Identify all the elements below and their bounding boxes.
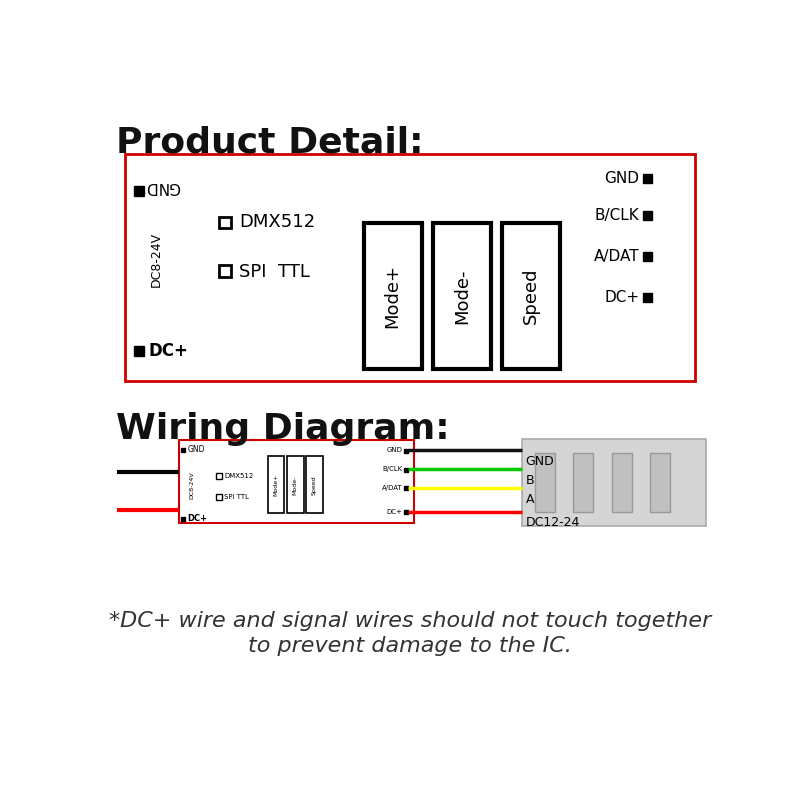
Bar — [125, 154, 695, 381]
Text: Speed: Speed — [522, 268, 540, 325]
Bar — [642, 251, 652, 261]
Text: DC+: DC+ — [187, 514, 207, 523]
Text: Mode-: Mode- — [293, 475, 298, 494]
Bar — [219, 217, 230, 229]
Bar — [182, 448, 185, 452]
Text: DMX512: DMX512 — [225, 473, 254, 478]
Text: B: B — [526, 474, 534, 487]
Bar — [612, 454, 632, 512]
Bar — [404, 468, 408, 472]
Bar — [287, 455, 304, 514]
Text: to prevent damage to the IC.: to prevent damage to the IC. — [248, 636, 572, 656]
Bar — [267, 455, 285, 514]
Text: GND: GND — [526, 455, 554, 468]
Bar — [216, 494, 222, 500]
Text: SPI  TTL: SPI TTL — [239, 262, 310, 281]
Text: GND: GND — [187, 445, 205, 454]
Text: GND: GND — [386, 447, 402, 453]
Bar — [642, 174, 652, 183]
Text: B/CLK: B/CLK — [382, 466, 402, 473]
Bar — [650, 454, 670, 512]
Bar — [642, 210, 652, 220]
Bar — [182, 517, 185, 521]
Text: DC+: DC+ — [148, 342, 188, 360]
Bar — [134, 186, 144, 196]
Text: A: A — [526, 493, 534, 506]
Text: Wiring Diagram:: Wiring Diagram: — [116, 412, 450, 446]
Bar — [502, 223, 560, 370]
Text: DMX512: DMX512 — [239, 214, 315, 231]
Text: Speed: Speed — [312, 475, 317, 494]
Text: Mode+: Mode+ — [274, 474, 278, 496]
Bar — [433, 223, 491, 370]
Bar — [642, 293, 652, 302]
Text: *DC+ wire and signal wires should not touch together: *DC+ wire and signal wires should not to… — [109, 611, 711, 631]
Text: A/DAT: A/DAT — [382, 485, 402, 491]
Bar — [404, 486, 408, 490]
Bar — [306, 455, 323, 514]
Bar — [216, 473, 222, 478]
Bar — [522, 439, 706, 526]
Bar — [404, 510, 408, 514]
Text: GND: GND — [145, 178, 180, 194]
Text: DC12-24: DC12-24 — [526, 517, 580, 530]
Bar — [404, 449, 408, 453]
Bar — [134, 346, 144, 356]
Bar — [179, 440, 414, 523]
Text: SPI TTL: SPI TTL — [225, 494, 250, 500]
Text: Mode+: Mode+ — [384, 264, 402, 328]
Text: B/CLK: B/CLK — [594, 208, 639, 223]
Text: Product Detail:: Product Detail: — [116, 126, 423, 159]
Text: DC8-24V: DC8-24V — [190, 471, 194, 498]
Text: A/DAT: A/DAT — [594, 249, 639, 264]
Bar — [364, 223, 422, 370]
Bar — [574, 454, 594, 512]
Bar — [219, 266, 230, 277]
Text: DC+: DC+ — [604, 290, 639, 306]
Text: DC+: DC+ — [386, 509, 402, 515]
Text: DC8-24V: DC8-24V — [150, 232, 162, 287]
Text: Mode-: Mode- — [453, 269, 471, 324]
Text: GND: GND — [605, 171, 639, 186]
Bar — [534, 454, 554, 512]
